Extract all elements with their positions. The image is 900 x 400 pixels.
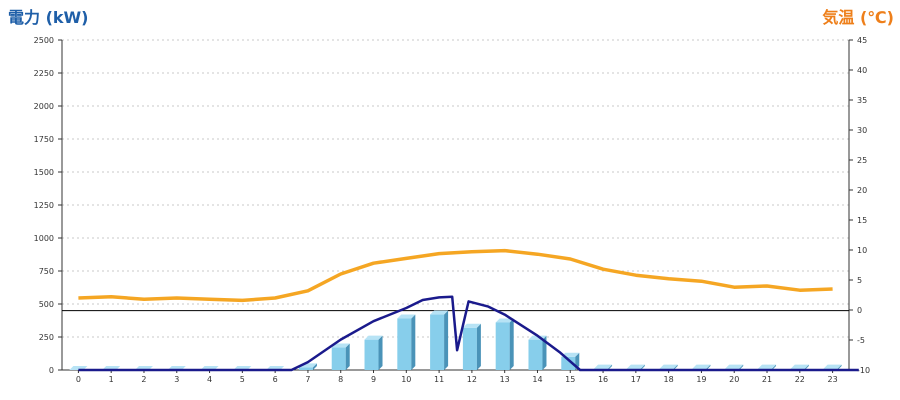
y-right-tick-label: 5 [857,276,862,285]
bar-side [772,364,777,370]
bar [495,322,510,370]
x-tick-label: 14 [532,375,542,384]
bar-top [758,364,777,369]
x-tick-label: 10 [401,375,411,384]
bar [397,318,412,370]
bar-side [608,364,613,370]
x-tick-label: 20 [729,375,739,384]
y-left-tick-label: 1500 [34,168,54,177]
y-right-tick-label: 30 [857,126,867,135]
bar-top [331,343,350,348]
bar-top [823,364,842,369]
bar-top [790,364,809,369]
x-tick-label: 3 [174,375,179,384]
y-left-tick-label: 2250 [34,69,54,78]
bar-side [640,364,645,370]
bar-side [804,364,809,370]
bar [430,314,445,370]
y-left-tick-label: 1250 [34,201,54,210]
bar-side [312,363,317,370]
y-left-tick-label: 0 [49,366,54,375]
bar-side [444,310,449,370]
temperature-line [78,248,833,303]
y-right-tick-label: 35 [857,96,867,105]
bar [364,339,379,370]
x-tick-label: 5 [240,375,245,384]
bar-top [561,352,580,357]
bar-side [476,323,481,370]
bar-side [378,335,383,370]
y-left-tick-label: 750 [39,267,54,276]
bar [462,327,477,370]
bar-side [837,364,842,370]
x-tick-label: 22 [795,375,805,384]
y-left-tick-label: 250 [39,333,54,342]
power-line [78,295,859,372]
x-tick-label: 4 [207,375,212,384]
x-tick-label: 18 [664,375,674,384]
bar [298,367,313,370]
left-axis-title: 電力 (kW) [8,8,89,27]
bar-side [706,364,711,370]
y-right-tick-label: -5 [857,336,865,345]
y-right-tick-label: 15 [857,216,867,225]
x-tick-label: 7 [305,375,310,384]
bar-top [364,335,383,340]
y-right-tick-label: 20 [857,186,867,195]
y-left-tick-label: 500 [39,300,54,309]
x-tick-label: 15 [565,375,575,384]
bar-top [495,318,514,323]
y-left-tick-label: 2000 [34,102,54,111]
bar [528,339,543,370]
x-tick-label: 8 [338,375,343,384]
bar-side [542,335,547,370]
x-tick-label: 13 [500,375,510,384]
bar-top [659,364,678,369]
bar-top [594,364,613,369]
x-tick-label: 19 [696,375,706,384]
x-tick-label: 21 [762,375,772,384]
y-right-tick-label: 10 [857,246,867,255]
x-tick-label: 0 [76,375,81,384]
x-tick-label: 9 [371,375,376,384]
y-right-tick-label: 40 [857,66,867,75]
bar [561,356,576,370]
x-tick-label: 11 [434,375,444,384]
bar-side [411,314,416,370]
bar-top [725,364,744,369]
bar-top [397,314,416,319]
y-right-tick-label: 25 [857,156,867,165]
y-right-tick-label: -10 [857,366,870,375]
bar-side [673,364,678,370]
x-tick-label: 12 [467,375,477,384]
bar-top [626,364,645,369]
bar-top [430,310,449,315]
bar-side [345,343,350,370]
x-tick-label: 23 [828,375,838,384]
y-right-tick-label: 0 [857,306,862,315]
x-tick-label: 6 [273,375,278,384]
right-axis-title: 気温 (℃) [822,8,894,27]
bar-side [509,318,514,370]
bar-top [462,323,481,328]
x-tick-label: 1 [109,375,114,384]
x-tick-label: 17 [631,375,641,384]
y-left-tick-label: 1750 [34,135,54,144]
bar [331,347,346,370]
x-tick-label: 2 [141,375,146,384]
x-tick-label: 16 [598,375,608,384]
y-left-tick-label: 1000 [34,234,54,243]
bar-side [739,364,744,370]
y-left-tick-label: 2500 [34,36,54,45]
bar-top [692,364,711,369]
y-right-tick-label: 45 [857,36,867,45]
